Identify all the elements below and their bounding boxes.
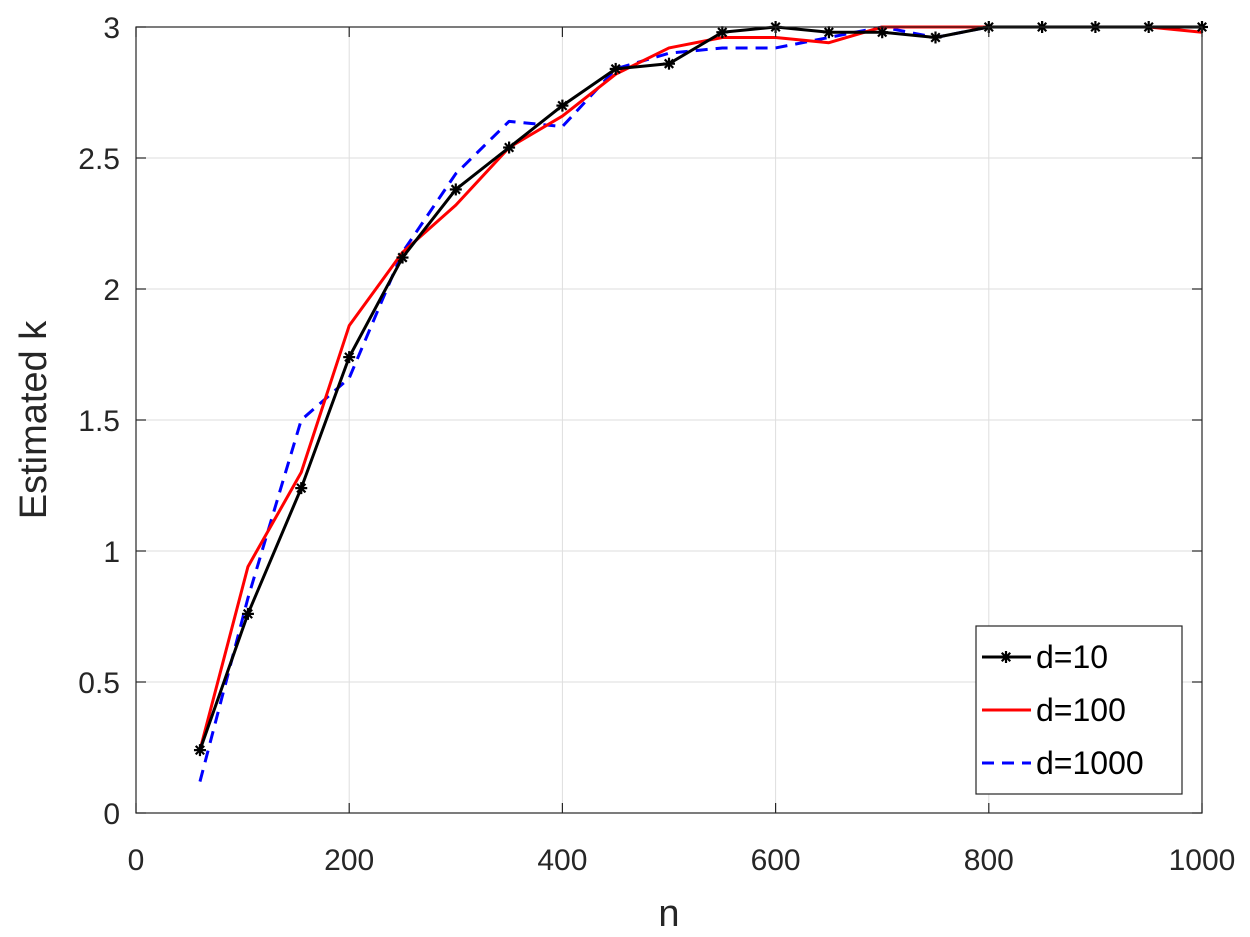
legend-item: d=100	[982, 692, 1126, 728]
data-point-marker	[396, 251, 409, 264]
data-point-marker	[343, 351, 356, 364]
x-axis-label: n	[658, 893, 679, 935]
axis-tick-labels: 0 200 400 600 800 1000 0 0.5 1 1.5 2 2.5 3	[78, 12, 1235, 877]
legend-marker	[1000, 651, 1012, 663]
data-point-marker	[449, 183, 462, 196]
x-tick-label: 400	[537, 844, 587, 877]
data-point-marker	[716, 26, 729, 39]
data-point-marker	[193, 744, 206, 757]
legend-label: d=1000	[1036, 745, 1144, 781]
y-tick-label: 2	[103, 274, 120, 307]
x-tick-label: 0	[128, 844, 145, 877]
legend-item: d=10	[982, 639, 1108, 675]
x-tick-label: 800	[964, 844, 1014, 877]
x-tick-label: 600	[751, 844, 801, 877]
x-tick-label: 200	[324, 844, 374, 877]
y-tick-label: 1	[103, 536, 120, 569]
y-tick-label: 3	[103, 12, 120, 45]
data-point-marker	[876, 26, 889, 39]
x-tick-label: 1000	[1169, 844, 1236, 877]
y-tick-label: 0.5	[78, 667, 120, 700]
data-point-marker	[663, 57, 675, 70]
legend-label: d=100	[1036, 692, 1126, 728]
legend-label: d=10	[1036, 639, 1108, 675]
y-tick-label: 0	[103, 798, 120, 831]
legend-item: d=1000	[982, 745, 1144, 781]
data-point-marker	[609, 62, 622, 75]
data-point-marker	[241, 607, 254, 620]
data-point-marker	[929, 31, 942, 44]
data-point-marker	[503, 141, 516, 154]
data-point-marker	[295, 482, 308, 495]
data-point-marker	[556, 99, 569, 112]
y-axis-label: Estimated k	[13, 320, 55, 520]
y-tick-label: 2.5	[78, 143, 120, 176]
y-tick-label: 1.5	[78, 405, 120, 438]
data-point-marker	[822, 26, 835, 39]
axis-ticks	[135, 26, 1203, 814]
legend: d=10 d=100 d=1000	[975, 625, 1183, 795]
